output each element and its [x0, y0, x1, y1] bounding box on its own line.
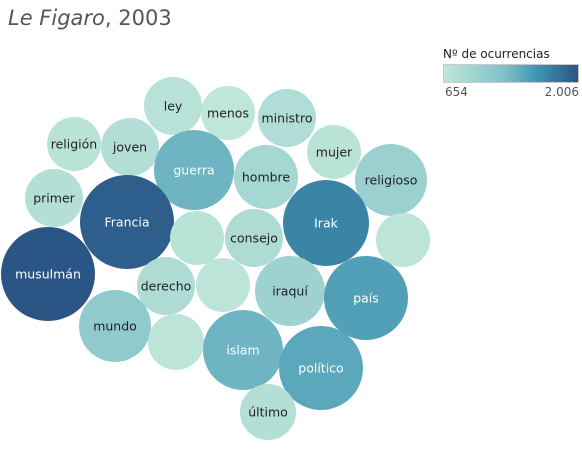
bubble-unlabeled-14[interactable] [376, 213, 430, 267]
bubble-consejo[interactable] [225, 209, 283, 267]
bubble-label-derecho: derecho [141, 279, 192, 294]
bubble-político[interactable] [279, 326, 363, 410]
legend-min-label: 654 [445, 85, 468, 99]
bubble-iraquí[interactable] [255, 256, 325, 326]
bubble-religioso[interactable] [355, 144, 427, 216]
bubble-label-político: político [298, 361, 343, 376]
bubble-ministro[interactable] [258, 89, 316, 147]
bubble-label-consejo: consejo [230, 231, 278, 246]
bubble-label-ley: ley [164, 99, 183, 114]
bubble-irak[interactable] [283, 180, 369, 266]
legend-gradient-bar [443, 64, 579, 83]
bubble-label-menos: menos [207, 106, 249, 121]
bubble-religión[interactable] [47, 117, 101, 171]
bubble-label-hombre: hombre [242, 170, 291, 185]
bubble-label-primer: primer [33, 191, 75, 206]
legend-labels: 654 2.006 [443, 85, 579, 101]
bubble-último[interactable] [240, 384, 296, 440]
bubble-mundo[interactable] [79, 290, 151, 362]
bubble-menos[interactable] [201, 86, 255, 140]
bubble-mujer[interactable] [307, 125, 361, 179]
chart-title-paper: Le Figaro [8, 6, 105, 30]
bubble-país[interactable] [324, 256, 408, 340]
bubble-label-ministro: ministro [262, 111, 313, 126]
bubble-unlabeled-21[interactable] [148, 314, 204, 370]
bubble-musulmán[interactable] [1, 227, 95, 321]
bubble-label-guerra: guerra [173, 163, 214, 178]
bubble-label-joven: joven [112, 140, 147, 155]
bubble-derecho[interactable] [137, 257, 195, 315]
chart-title-year: , 2003 [104, 6, 172, 30]
legend-title: Nº de ocurrencias [443, 47, 550, 61]
bubble-islam[interactable] [203, 310, 283, 390]
chart-title: Le Figaro, 2003 [8, 6, 172, 30]
bubble-primer[interactable] [25, 169, 83, 227]
bubble-label-francia: Francia [104, 215, 149, 230]
bubble-label-musulmán: musulmán [15, 267, 81, 282]
legend-max-label: 2.006 [544, 85, 579, 99]
bubble-label-país: país [353, 291, 379, 306]
bubble-guerra[interactable] [154, 130, 234, 210]
bubble-label-mundo: mundo [93, 319, 137, 334]
bubble-unlabeled-17[interactable] [196, 258, 250, 312]
bubble-francia[interactable] [80, 175, 174, 269]
bubble-ley[interactable] [144, 77, 202, 135]
bubble-unlabeled-11[interactable] [170, 211, 224, 265]
bubble-label-religión: religión [51, 137, 97, 152]
bubble-label-irak: Irak [314, 216, 338, 231]
bubble-label-iraquí: iraquí [272, 284, 308, 299]
bubble-hombre[interactable] [234, 145, 298, 209]
bubble-label-último: último [248, 405, 288, 420]
bubble-label-islam: islam [226, 343, 259, 358]
bubble-joven[interactable] [101, 118, 159, 176]
bubble-label-mujer: mujer [316, 145, 353, 160]
bubble-label-religioso: religioso [365, 173, 418, 188]
color-legend: Nº de ocurrencias 654 2.006 [443, 47, 579, 101]
